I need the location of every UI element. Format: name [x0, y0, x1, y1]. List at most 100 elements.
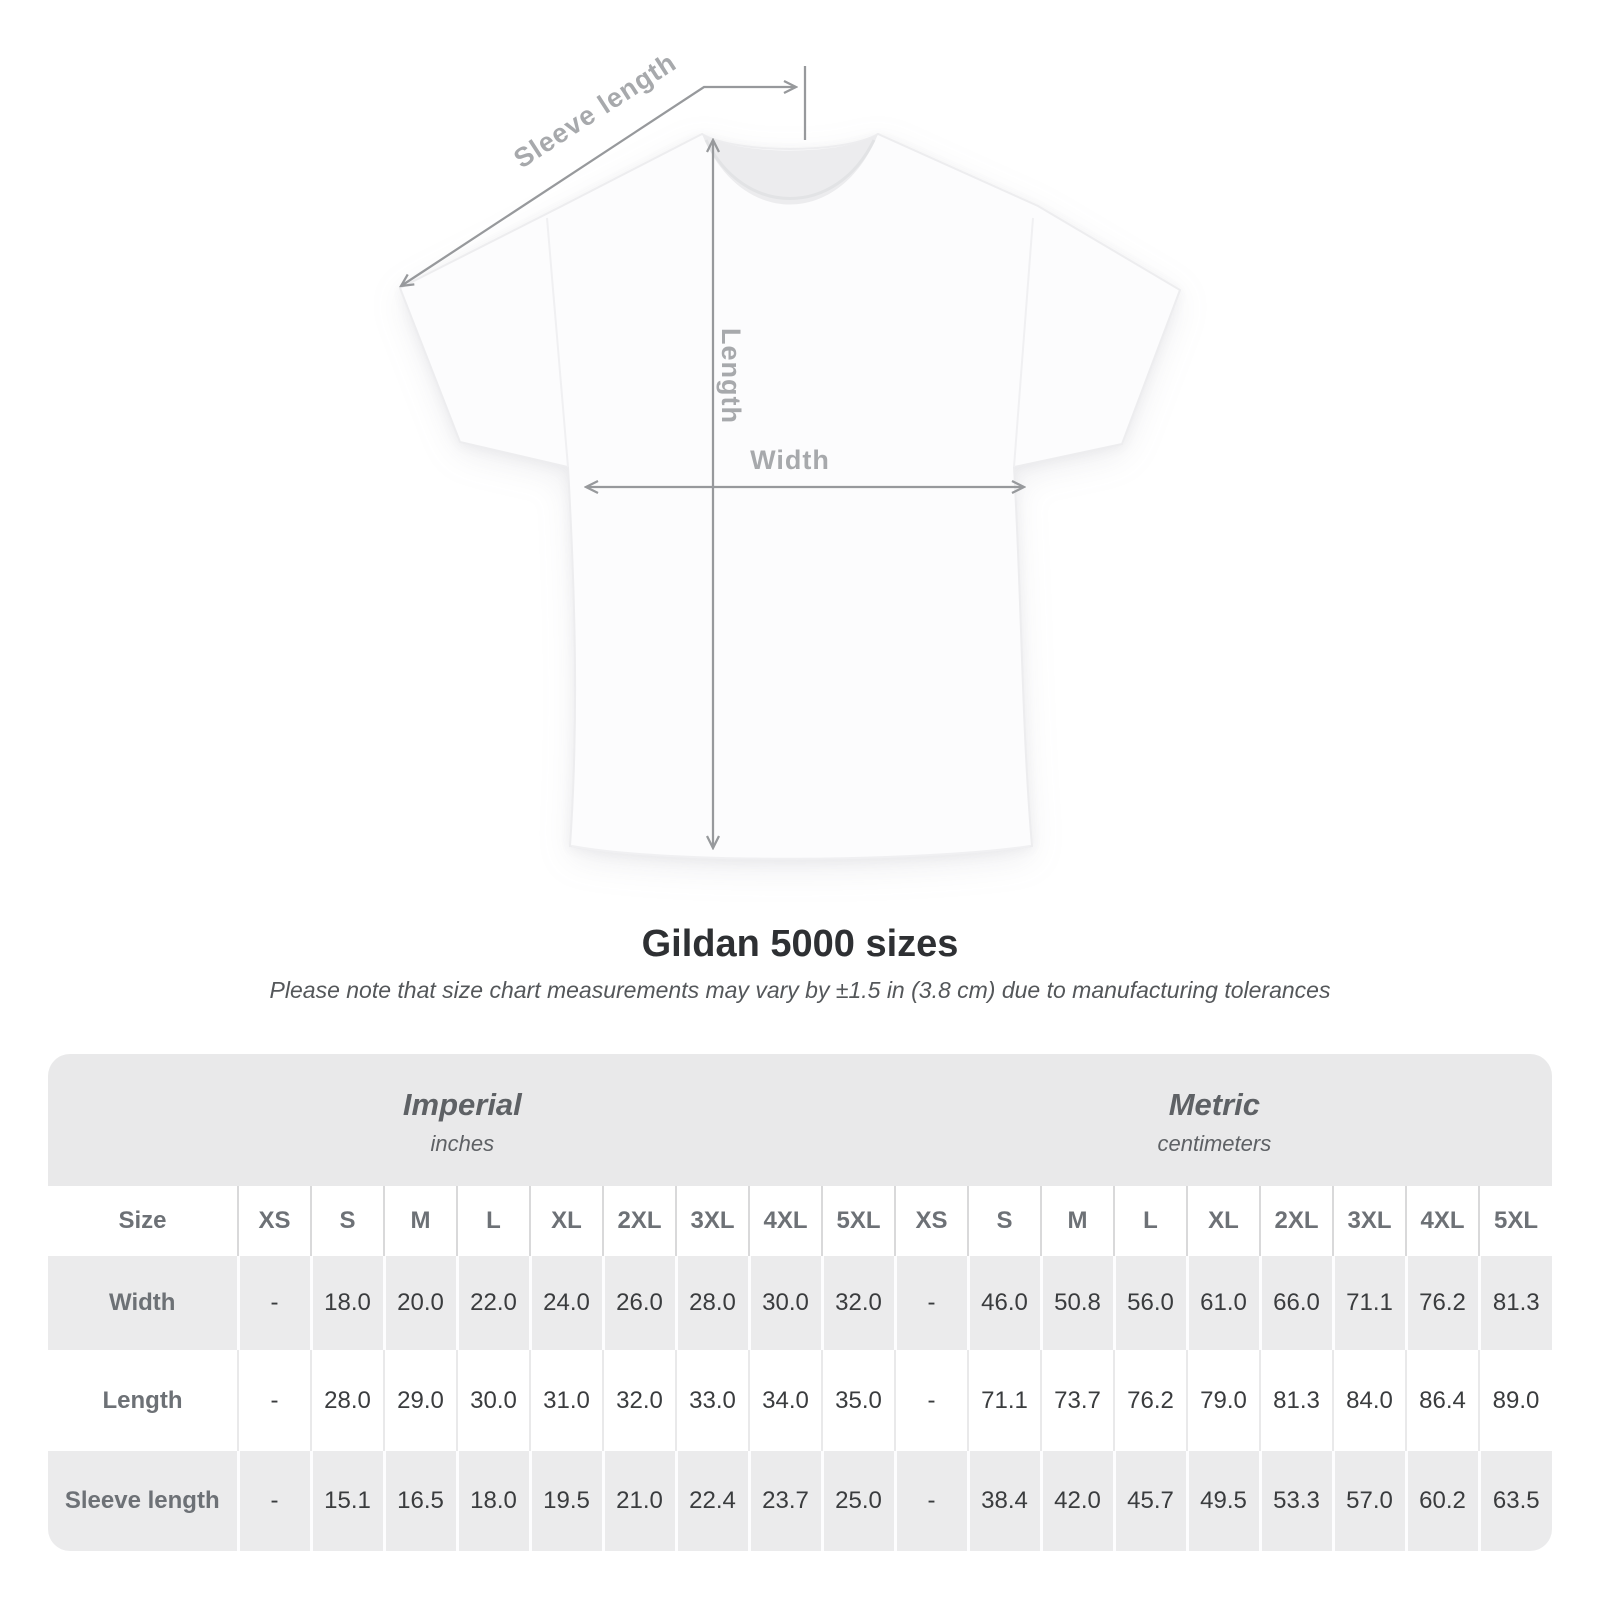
cell-length-metric: 76.2 [1113, 1350, 1187, 1451]
sleeve-length-row: Sleeve length - 15.1 16.5 18.0 19.5 21.0… [48, 1451, 1552, 1551]
unit-band: Imperial inches Metric centimeters [48, 1054, 1552, 1186]
size-header-metric: 5XL [1478, 1186, 1552, 1256]
size-header-imperial: 2XL [602, 1186, 676, 1256]
size-table: Imperial inches Metric centimeters Size … [48, 1054, 1552, 1551]
row-label-width: Width [109, 1289, 176, 1316]
metric-section-header: Metric centimeters [877, 1054, 1552, 1186]
size-header-row: Size XS S M L XL 2XL 3XL 4XL 5XL XS S M … [48, 1186, 1552, 1256]
measurement-arrows [401, 66, 1024, 848]
cell-length-metric: 71.1 [967, 1350, 1041, 1451]
length-row: Length - 28.0 29.0 30.0 31.0 32.0 33.0 3… [48, 1350, 1552, 1451]
imperial-section-header: Imperial inches [48, 1054, 877, 1186]
size-header-imperial: M [383, 1186, 457, 1256]
length-label: Length [716, 328, 746, 424]
width-label: Width [750, 445, 830, 475]
cell-length-imperial: 32.0 [602, 1350, 676, 1451]
size-header-metric: XS [894, 1186, 968, 1256]
cell-width-metric: 56.0 [1112, 1256, 1187, 1350]
cell-width-metric: 66.0 [1258, 1256, 1333, 1350]
cell-length-imperial: 28.0 [310, 1350, 384, 1451]
size-header-metric: M [1040, 1186, 1114, 1256]
metric-unit: centimeters [1157, 1131, 1272, 1156]
size-header-imperial: S [310, 1186, 384, 1256]
cell-length-imperial: 31.0 [529, 1350, 603, 1451]
cell-length-metric: 89.0 [1478, 1350, 1552, 1451]
tshirt-silhouette [398, 132, 1182, 862]
cell-sleeve-metric: 42.0 [1039, 1451, 1114, 1551]
cell-sleeve-imperial: - [236, 1451, 311, 1551]
cell-sleeve-metric: - [893, 1451, 968, 1551]
cell-sleeve-metric: 57.0 [1331, 1451, 1406, 1551]
cell-width-metric: 81.3 [1477, 1256, 1552, 1350]
cell-length-imperial: 30.0 [456, 1350, 530, 1451]
size-header-metric: L [1113, 1186, 1187, 1256]
cell-width-metric: 46.0 [966, 1256, 1041, 1350]
cell-length-imperial: 35.0 [821, 1350, 895, 1451]
cell-width-imperial: 20.0 [382, 1256, 457, 1350]
cell-sleeve-metric: 49.5 [1185, 1451, 1260, 1551]
size-header-imperial: L [456, 1186, 530, 1256]
cell-length-metric: 84.0 [1332, 1350, 1406, 1451]
size-header-metric: 3XL [1332, 1186, 1406, 1256]
cell-sleeve-imperial: 23.7 [747, 1451, 822, 1551]
size-header-imperial: XL [529, 1186, 603, 1256]
cell-length-metric: 73.7 [1040, 1350, 1114, 1451]
cell-sleeve-imperial: 18.0 [455, 1451, 530, 1551]
size-header-metric: S [967, 1186, 1041, 1256]
row-label-sleeve-length: Sleeve length [64, 1487, 220, 1514]
cell-length-metric: 79.0 [1186, 1350, 1260, 1451]
cell-sleeve-imperial: 16.5 [382, 1451, 457, 1551]
tshirt-measurement-figure: Sleeve length Length Width [398, 47, 1182, 862]
sleeve-length-label: Sleeve length [508, 47, 681, 174]
cell-width-metric: 71.1 [1331, 1256, 1406, 1350]
cell-width-imperial: 18.0 [309, 1256, 384, 1350]
cell-width-metric: 50.8 [1039, 1256, 1114, 1350]
cell-sleeve-imperial: 25.0 [820, 1451, 895, 1551]
size-header-metric: 4XL [1405, 1186, 1479, 1256]
cell-width-metric: 76.2 [1404, 1256, 1479, 1350]
cell-length-imperial: 33.0 [675, 1350, 749, 1451]
cell-length-metric: 86.4 [1405, 1350, 1479, 1451]
cell-sleeve-imperial: 19.5 [528, 1451, 603, 1551]
cell-sleeve-metric: 53.3 [1258, 1451, 1333, 1551]
imperial-label: Imperial [402, 1087, 522, 1122]
cell-length-imperial: 29.0 [383, 1350, 457, 1451]
size-header-imperial: 4XL [748, 1186, 822, 1256]
cell-length-imperial: - [237, 1350, 311, 1451]
cell-width-imperial: 28.0 [674, 1256, 749, 1350]
cell-width-imperial: - [236, 1256, 311, 1350]
cell-length-imperial: 34.0 [748, 1350, 822, 1451]
cell-sleeve-imperial: 15.1 [309, 1451, 384, 1551]
size-header-metric: 2XL [1259, 1186, 1333, 1256]
cell-width-imperial: 32.0 [820, 1256, 895, 1350]
cell-width-imperial: 26.0 [601, 1256, 676, 1350]
cell-width-metric: - [893, 1256, 968, 1350]
cell-sleeve-metric: 63.5 [1477, 1451, 1552, 1551]
size-header-imperial: 5XL [821, 1186, 895, 1256]
size-header-imperial: XS [237, 1186, 311, 1256]
cell-sleeve-imperial: 22.4 [674, 1451, 749, 1551]
cell-sleeve-metric: 45.7 [1112, 1451, 1187, 1551]
size-column-header: Size [118, 1207, 167, 1234]
cell-sleeve-imperial: 21.0 [601, 1451, 676, 1551]
cell-width-imperial: 24.0 [528, 1256, 603, 1350]
imperial-unit: inches [430, 1131, 495, 1156]
row-label-length: Length [102, 1386, 183, 1414]
cell-sleeve-metric: 38.4 [966, 1451, 1041, 1551]
tshirt-graphic: Sleeve length Length Width [398, 47, 1182, 862]
cell-width-metric: 61.0 [1185, 1256, 1260, 1350]
size-header-imperial: 3XL [675, 1186, 749, 1256]
cell-width-imperial: 22.0 [455, 1256, 530, 1350]
page-title: Gildan 5000 sizes [641, 923, 959, 965]
width-row: Width - 18.0 20.0 22.0 24.0 26.0 28.0 30… [48, 1256, 1552, 1350]
tolerance-note: Please note that size chart measurements… [269, 977, 1331, 1003]
size-data-table: Size XS S M L XL 2XL 3XL 4XL 5XL XS S M … [48, 1186, 1552, 1551]
cell-width-imperial: 30.0 [747, 1256, 822, 1350]
cell-length-metric: - [894, 1350, 968, 1451]
size-header-metric: XL [1186, 1186, 1260, 1256]
cell-length-metric: 81.3 [1259, 1350, 1333, 1451]
cell-sleeve-metric: 60.2 [1404, 1451, 1479, 1551]
sleeve-length-arrow [401, 87, 796, 286]
metric-label: Metric [1168, 1087, 1260, 1122]
